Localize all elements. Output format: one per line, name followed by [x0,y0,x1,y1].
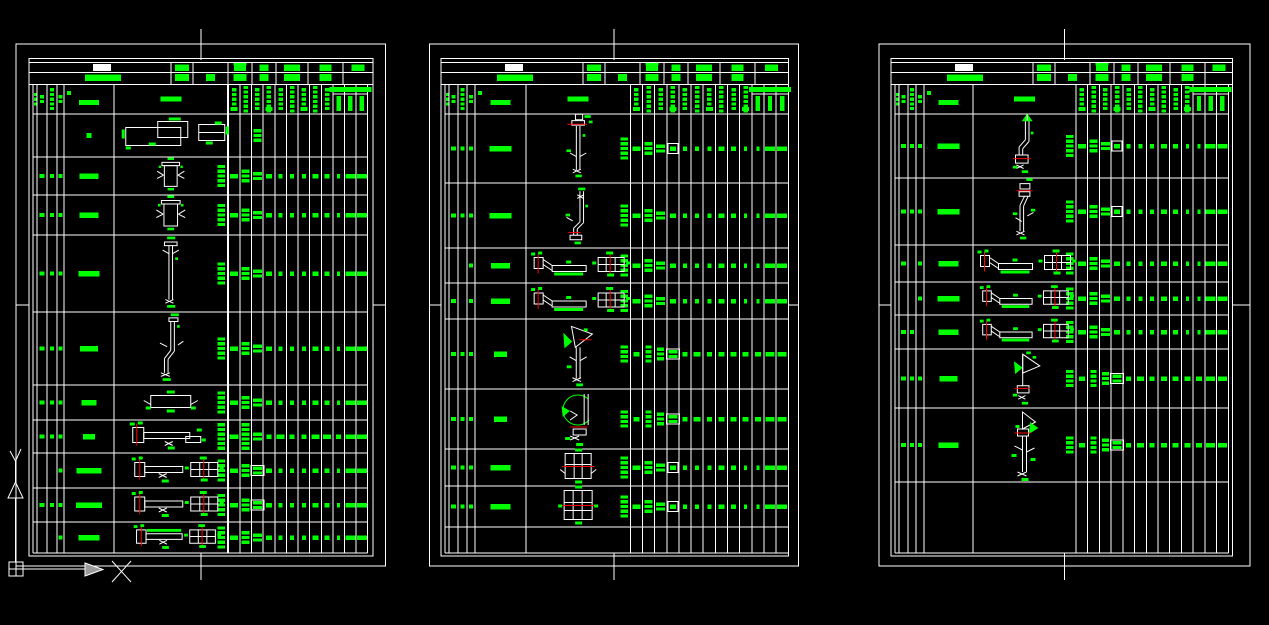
table-grid [32,84,369,554]
drawing-sheet-1[interactable] [15,29,387,580]
fold-mark [16,29,386,580]
schedule-row-10 [58,524,367,549]
title-block [29,61,373,85]
rebar-shape-diagram-zgrid[interactable] [977,249,1077,275]
schedule-row-2 [39,157,367,191]
schedule-row-8 [58,456,367,483]
schedule-row-7 [39,421,367,450]
drawing-sheet-3[interactable] [878,29,1251,580]
rebar-shape-diagram-flatrect[interactable] [144,390,198,413]
table-grid [894,84,1229,554]
schedule-row-1 [901,115,1228,174]
rebar-shape-diagram-steps[interactable] [121,117,229,150]
rebar-shape-diagram-zgrid[interactable] [531,251,631,277]
schedule-row-3 [469,251,788,277]
rebar-shape-diagram-ladder2[interactable] [558,485,599,525]
rebar-shape-diagram-flag[interactable] [564,326,593,387]
rebar-shape-diagram-ladder[interactable] [560,448,596,484]
rebar-shape-diagram-longbarkink[interactable] [160,313,183,381]
rebar-shape-diagram-zgrid[interactable] [979,318,1074,343]
sheet-border [878,43,1251,567]
rebar-shape-diagram-zigzag[interactable] [1012,178,1036,240]
schedule-row-1 [451,114,788,178]
schedule-row-4 [918,285,1228,310]
rebar-shape-diagram-colsec[interactable] [157,157,184,191]
rebar-shape-diagram-zgrid[interactable] [531,287,631,312]
table-header [445,85,792,113]
rebar-shape-diagram-lbarred[interactable] [129,421,206,450]
rebar-shape-diagram-lgrid[interactable] [131,491,224,517]
table-header [33,85,372,113]
schedule-row-3 [39,195,367,231]
schedule-row-6 [451,394,787,446]
rebar-shape-diagram-flagcomplex[interactable] [1011,412,1038,481]
schedule-row-8 [451,485,788,525]
rebar-shape-diagram-zgrid[interactable] [979,285,1074,309]
schedule-row-6 [39,390,367,414]
schedule-row-5 [39,313,367,381]
title-block [441,61,789,85]
schedule-row-2 [451,187,788,245]
schedule-row-7 [451,448,788,484]
rebar-shape-diagram-bendmid[interactable] [1012,115,1034,174]
schedule-row-9 [39,491,367,517]
schedule-row-7 [901,412,1227,481]
rebar-shape-diagram-colsec[interactable] [156,195,185,231]
sheet-border [428,43,800,567]
schedule-row-5 [451,326,787,387]
rebar-shape-diagram-zbottom[interactable] [565,187,589,245]
drawing-sheet-2[interactable] [428,29,800,580]
schedule-row-2 [901,178,1228,240]
fold-mark [429,29,799,580]
schedule-row-4 [451,287,788,312]
rebar-shape-diagram-lgridg[interactable] [133,524,222,549]
schedule-row-5 [901,318,1228,343]
table-grid [444,84,789,554]
ucs-icon [8,449,131,582]
rebar-shape-diagram-hooktop[interactable] [566,114,593,178]
schedule-row-4 [39,236,367,308]
rebar-shape-diagram-longbar[interactable] [163,236,179,308]
rebar-shape-diagram-curvehook[interactable] [562,394,589,446]
schedule-row-3 [901,249,1228,275]
rebar-shape-diagram-flag2[interactable] [1012,351,1040,405]
schedule-row-6 [901,351,1227,405]
title-block [891,61,1233,85]
schedule-row-1 [86,117,262,150]
table-header [895,85,1232,113]
rebar-shape-diagram-lgrid[interactable] [131,456,224,483]
fold-mark [879,29,1250,580]
